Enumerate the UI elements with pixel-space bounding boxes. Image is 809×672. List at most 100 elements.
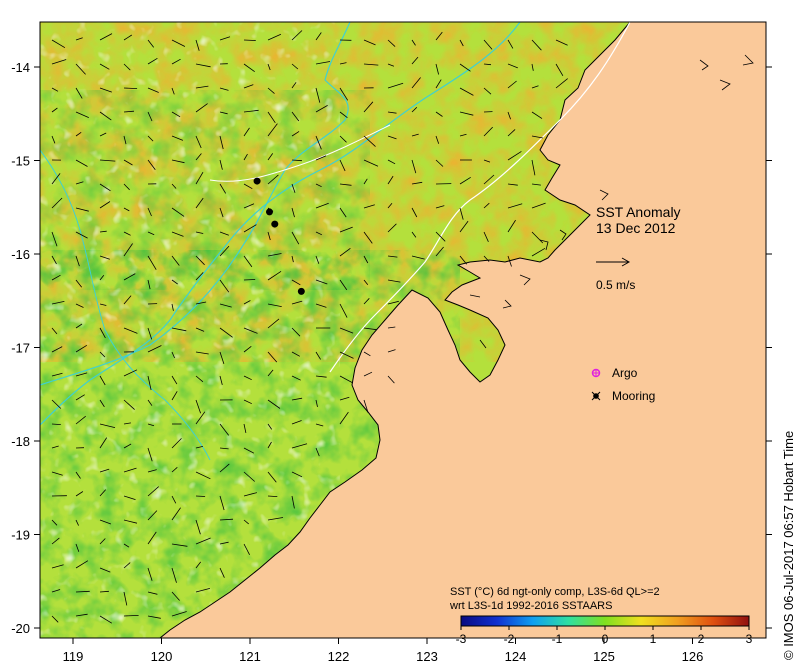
plot-area — [40, 22, 766, 638]
current-arrow — [171, 39, 186, 47]
legend: Argo Mooring — [591, 366, 655, 403]
current-arrow — [243, 153, 248, 161]
current-arrow — [147, 469, 157, 473]
current-arrow — [147, 615, 161, 619]
scale-arrow-label: 0.5 m/s — [596, 278, 635, 292]
current-arrow — [411, 39, 416, 46]
current-arrow — [243, 109, 259, 113]
current-arrow — [291, 397, 303, 401]
current-arrow — [483, 174, 495, 185]
current-arrow — [99, 132, 107, 137]
current-arrow — [51, 231, 58, 247]
current-arrow — [291, 111, 300, 122]
colorbar-tick-label: -3 — [456, 632, 467, 646]
current-arrow — [123, 207, 130, 212]
current-arrow — [51, 537, 60, 545]
current-arrow — [195, 135, 202, 149]
current-arrow — [147, 159, 156, 171]
lon-tick-label: 119 — [63, 649, 84, 664]
current-arrow — [363, 135, 376, 147]
current-arrow — [123, 369, 138, 377]
current-arrow — [555, 39, 568, 46]
lat-tick-label: -18 — [11, 434, 30, 449]
current-arrow — [243, 224, 257, 233]
current-arrow — [123, 183, 130, 191]
current-arrow — [219, 231, 229, 236]
current-arrow — [387, 82, 404, 89]
current-arrow — [123, 562, 131, 569]
current-arrow — [387, 375, 395, 384]
current-arrow — [459, 133, 467, 137]
current-arrow — [291, 183, 296, 193]
mooring-marker — [297, 287, 305, 295]
current-arrow — [171, 611, 187, 617]
current-arrow — [171, 351, 175, 359]
current-arrow — [291, 495, 295, 509]
current-arrow — [195, 471, 211, 480]
current-arrow — [291, 351, 300, 357]
current-arrow — [195, 351, 209, 355]
current-arrow — [435, 31, 443, 41]
current-arrow — [51, 301, 65, 305]
lon-tick-label: 121 — [239, 649, 261, 664]
current-arrow — [315, 135, 322, 150]
map-title: SST Anomaly — [596, 204, 681, 220]
current-arrow — [339, 135, 347, 143]
current-arrow — [51, 135, 56, 144]
current-arrow — [123, 422, 131, 425]
current-arrow — [99, 201, 111, 209]
current-arrow — [75, 131, 82, 137]
current-vectors — [51, 30, 568, 624]
current-arrow — [339, 62, 347, 65]
current-arrow — [411, 77, 421, 89]
current-arrow — [51, 445, 59, 449]
lat-tick-label: -19 — [11, 528, 30, 543]
mooring-marker — [265, 208, 273, 216]
current-arrow — [435, 205, 445, 209]
current-arrow — [459, 63, 471, 72]
current-arrow — [459, 220, 469, 233]
current-arrow — [243, 543, 250, 555]
current-arrow — [267, 111, 276, 124]
current-arrow — [219, 245, 230, 257]
colorbar-tick-label: -2 — [504, 632, 515, 646]
current-arrow — [243, 279, 256, 281]
current-arrow — [51, 197, 63, 209]
current-arrow — [123, 34, 133, 41]
current-arrow — [75, 372, 88, 377]
current-arrow — [219, 87, 229, 91]
current-arrow — [291, 279, 301, 286]
current-arrow — [291, 131, 300, 137]
current-arrow — [99, 423, 116, 428]
current-arrow — [267, 231, 271, 241]
mooring-markers — [253, 177, 305, 295]
current-arrow — [171, 231, 184, 237]
current-arrow — [267, 351, 278, 363]
lat-tick-label: -15 — [11, 154, 30, 169]
current-arrow — [267, 123, 278, 137]
current-arrow — [99, 303, 107, 306]
current-arrow — [171, 207, 185, 217]
mooring-marker — [271, 220, 279, 228]
current-arrow — [123, 615, 139, 617]
current-arrow — [507, 39, 514, 49]
current-arrow — [195, 446, 203, 449]
current-arrow — [363, 63, 379, 66]
current-arrow — [531, 63, 534, 71]
current-arrow — [483, 159, 491, 163]
current-arrow — [195, 103, 208, 113]
current-arrow — [459, 39, 464, 47]
current-arrow — [243, 84, 254, 89]
current-arrow — [531, 39, 542, 51]
current-arrow — [147, 591, 158, 595]
current-arrow — [411, 159, 417, 174]
current-arrow — [267, 87, 275, 94]
current-arrow — [339, 247, 351, 257]
current-arrow — [507, 111, 511, 120]
current-arrow — [315, 279, 328, 285]
no-data-gaps — [40, 22, 340, 638]
current-arrow — [243, 447, 255, 454]
current-arrow — [531, 247, 546, 257]
current-arrow — [243, 127, 250, 137]
current-arrow — [507, 151, 522, 161]
